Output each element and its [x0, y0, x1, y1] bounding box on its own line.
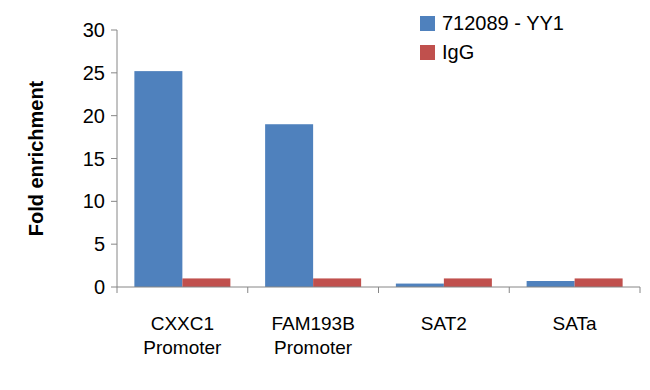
legend-label: IgG [442, 41, 474, 63]
bar [182, 278, 230, 287]
y-tick [111, 201, 117, 202]
legend-label: 712089 - YY1 [442, 12, 564, 34]
legend-swatch [420, 16, 435, 31]
y-tick-label: 10 [83, 190, 105, 212]
bar [444, 278, 492, 287]
chart-svg: 0 5 10 15 20 25 30 CXXC1 Promoter FAM193B Promoter… [0, 0, 650, 390]
x-tick-label: FAM193B Promoter [271, 313, 354, 358]
x-tick-label: CXXC1 Promoter [143, 313, 222, 358]
y-tick-label: 5 [94, 233, 105, 255]
y-tick-label: 25 [83, 62, 105, 84]
x-tick [509, 287, 510, 293]
y-tick [111, 115, 117, 116]
x-tick-label-line: Promoter [274, 337, 353, 358]
x-tick-label-line: FAM193B [271, 313, 354, 334]
y-tick-label: 15 [83, 148, 105, 170]
bar [265, 124, 313, 287]
y-tick-label: 20 [83, 105, 105, 127]
y-tick-label: 0 [94, 276, 105, 298]
x-tick-label: SAT2 [421, 313, 467, 334]
bar [575, 278, 623, 287]
bars [134, 71, 622, 287]
x-tick [378, 287, 379, 293]
legend: 712089 - YY1 IgG [420, 12, 564, 63]
x-tick-label-line: SATa [553, 313, 597, 334]
y-axis-label: Fold enrichment [25, 80, 47, 236]
bar [313, 278, 361, 287]
y-tick-label: 30 [83, 19, 105, 41]
x-tick-label-line: SAT2 [421, 313, 467, 334]
bar [527, 281, 575, 287]
bar [134, 71, 182, 287]
x-tick-label: SATa [553, 313, 597, 334]
chart-container: 0 5 10 15 20 25 30 CXXC1 Promoter FAM193B Promoter… [0, 0, 650, 390]
legend-swatch [420, 45, 435, 60]
y-tick [111, 244, 117, 245]
y-tick [111, 72, 117, 73]
y-tick [111, 30, 117, 31]
y-tick [111, 287, 117, 288]
y-tick [111, 158, 117, 159]
x-tick [247, 287, 248, 293]
x-tick-label-line: CXXC1 [151, 313, 214, 334]
x-tick-label-line: Promoter [143, 337, 222, 358]
x-tick [640, 287, 641, 293]
x-tick [117, 287, 118, 293]
bar [396, 284, 444, 287]
